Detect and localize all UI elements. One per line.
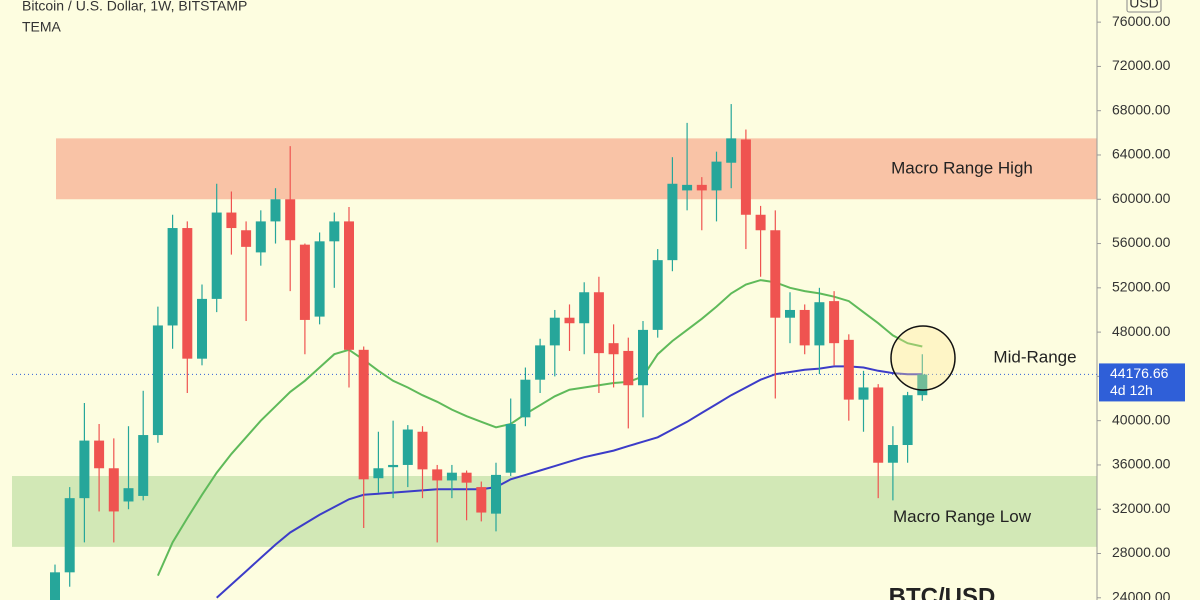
chart-title: Bitcoin / U.S. Dollar, 1W, BITSTAMP: [22, 0, 247, 14]
candle-body: [226, 212, 237, 229]
currency-label: USD: [1129, 0, 1159, 11]
y-tick-label: 36000.00: [1112, 456, 1171, 472]
candle-body: [285, 199, 296, 241]
candle-body: [270, 199, 281, 222]
candle-body: [593, 292, 604, 354]
y-tick-label: 32000.00: [1112, 500, 1171, 516]
y-tick-label: 40000.00: [1112, 411, 1171, 427]
candle-body: [491, 474, 501, 514]
y-tick-label: 60000.00: [1112, 190, 1171, 206]
candle-body: [887, 445, 898, 463]
candle-body: [476, 487, 487, 513]
candle-body: [299, 244, 310, 320]
y-tick-label: 72000.00: [1112, 57, 1171, 73]
candle-body: [241, 230, 252, 247]
candle-body: [314, 241, 325, 317]
annotation: Mid-Range: [993, 347, 1076, 366]
y-tick-label: 52000.00: [1112, 279, 1171, 295]
countdown-label: 4d 12h: [1110, 382, 1153, 398]
candle-body: [711, 161, 722, 191]
candle-body: [138, 435, 149, 496]
candle-body: [917, 374, 928, 396]
candle-body: [432, 469, 443, 481]
zones: [12, 138, 1097, 547]
candle-body: [755, 214, 766, 231]
candle-body: [843, 339, 854, 400]
candle-body: [123, 488, 134, 502]
indicator-line: [216, 365, 923, 599]
y-tick-label: 76000.00: [1112, 13, 1171, 29]
zone-label: Macro Range High: [891, 158, 1033, 177]
candle-body: [50, 572, 60, 600]
candle-body: [682, 184, 693, 191]
candle-body: [520, 379, 531, 418]
zone: [56, 138, 1097, 200]
currency-box: [1126, 0, 1162, 13]
zone-label: Macro Range Low: [893, 507, 1032, 526]
candle-body: [197, 298, 207, 359]
zone: [12, 476, 1097, 547]
candle-body: [461, 472, 472, 483]
y-tick-label: 28000.00: [1112, 544, 1171, 560]
y-tick-label: 64000.00: [1112, 146, 1171, 162]
candle-body: [152, 325, 163, 436]
candle-body: [785, 309, 795, 318]
candle-body: [167, 228, 178, 326]
candle-body: [652, 260, 663, 330]
candle-body: [329, 221, 340, 242]
candle-body: [740, 139, 751, 215]
candle-body: [182, 228, 193, 359]
candle-body: [402, 429, 413, 465]
candle-body: [94, 440, 105, 469]
candle-body: [608, 343, 619, 355]
candle-body: [579, 292, 590, 324]
candle-body: [873, 387, 884, 463]
candle-body: [358, 349, 369, 480]
highlight-circle: [890, 325, 956, 391]
candle-body: [829, 301, 840, 344]
candle-body: [858, 387, 869, 400]
candle-body: [623, 350, 634, 386]
candle-body: [638, 329, 648, 386]
y-tick-label: 68000.00: [1112, 101, 1171, 117]
candle-body: [373, 468, 384, 479]
indicator-label: TEMA: [22, 19, 62, 35]
y-tick-label: 24000.00: [1112, 588, 1171, 600]
candle-body: [902, 395, 913, 446]
candle-body: [799, 309, 810, 346]
candle-body: [505, 423, 516, 473]
price-label-box: [1099, 363, 1185, 402]
candle-body: [696, 184, 707, 191]
candle-body: [446, 472, 457, 481]
candle-body: [535, 345, 546, 380]
candle-body: [564, 317, 575, 324]
candle-body: [64, 498, 75, 573]
y-tick-label: 48000.00: [1112, 323, 1171, 339]
candle-body: [667, 183, 678, 261]
candle-body: [79, 440, 90, 499]
candle-body: [388, 464, 399, 468]
candle-body: [549, 317, 560, 346]
candle-body: [726, 138, 737, 163]
watermark: BTC/USD: [889, 583, 996, 600]
indicator-line: [156, 279, 923, 577]
candle-body: [255, 221, 266, 253]
price-label: 44176.66: [1110, 365, 1169, 381]
candle-body: [417, 431, 428, 470]
candle-body: [814, 302, 825, 346]
candle-body: [344, 221, 354, 350]
candle-body: [108, 468, 119, 512]
candle-body: [211, 212, 222, 299]
y-tick-label: 56000.00: [1112, 234, 1171, 250]
candle-body: [770, 230, 781, 318]
